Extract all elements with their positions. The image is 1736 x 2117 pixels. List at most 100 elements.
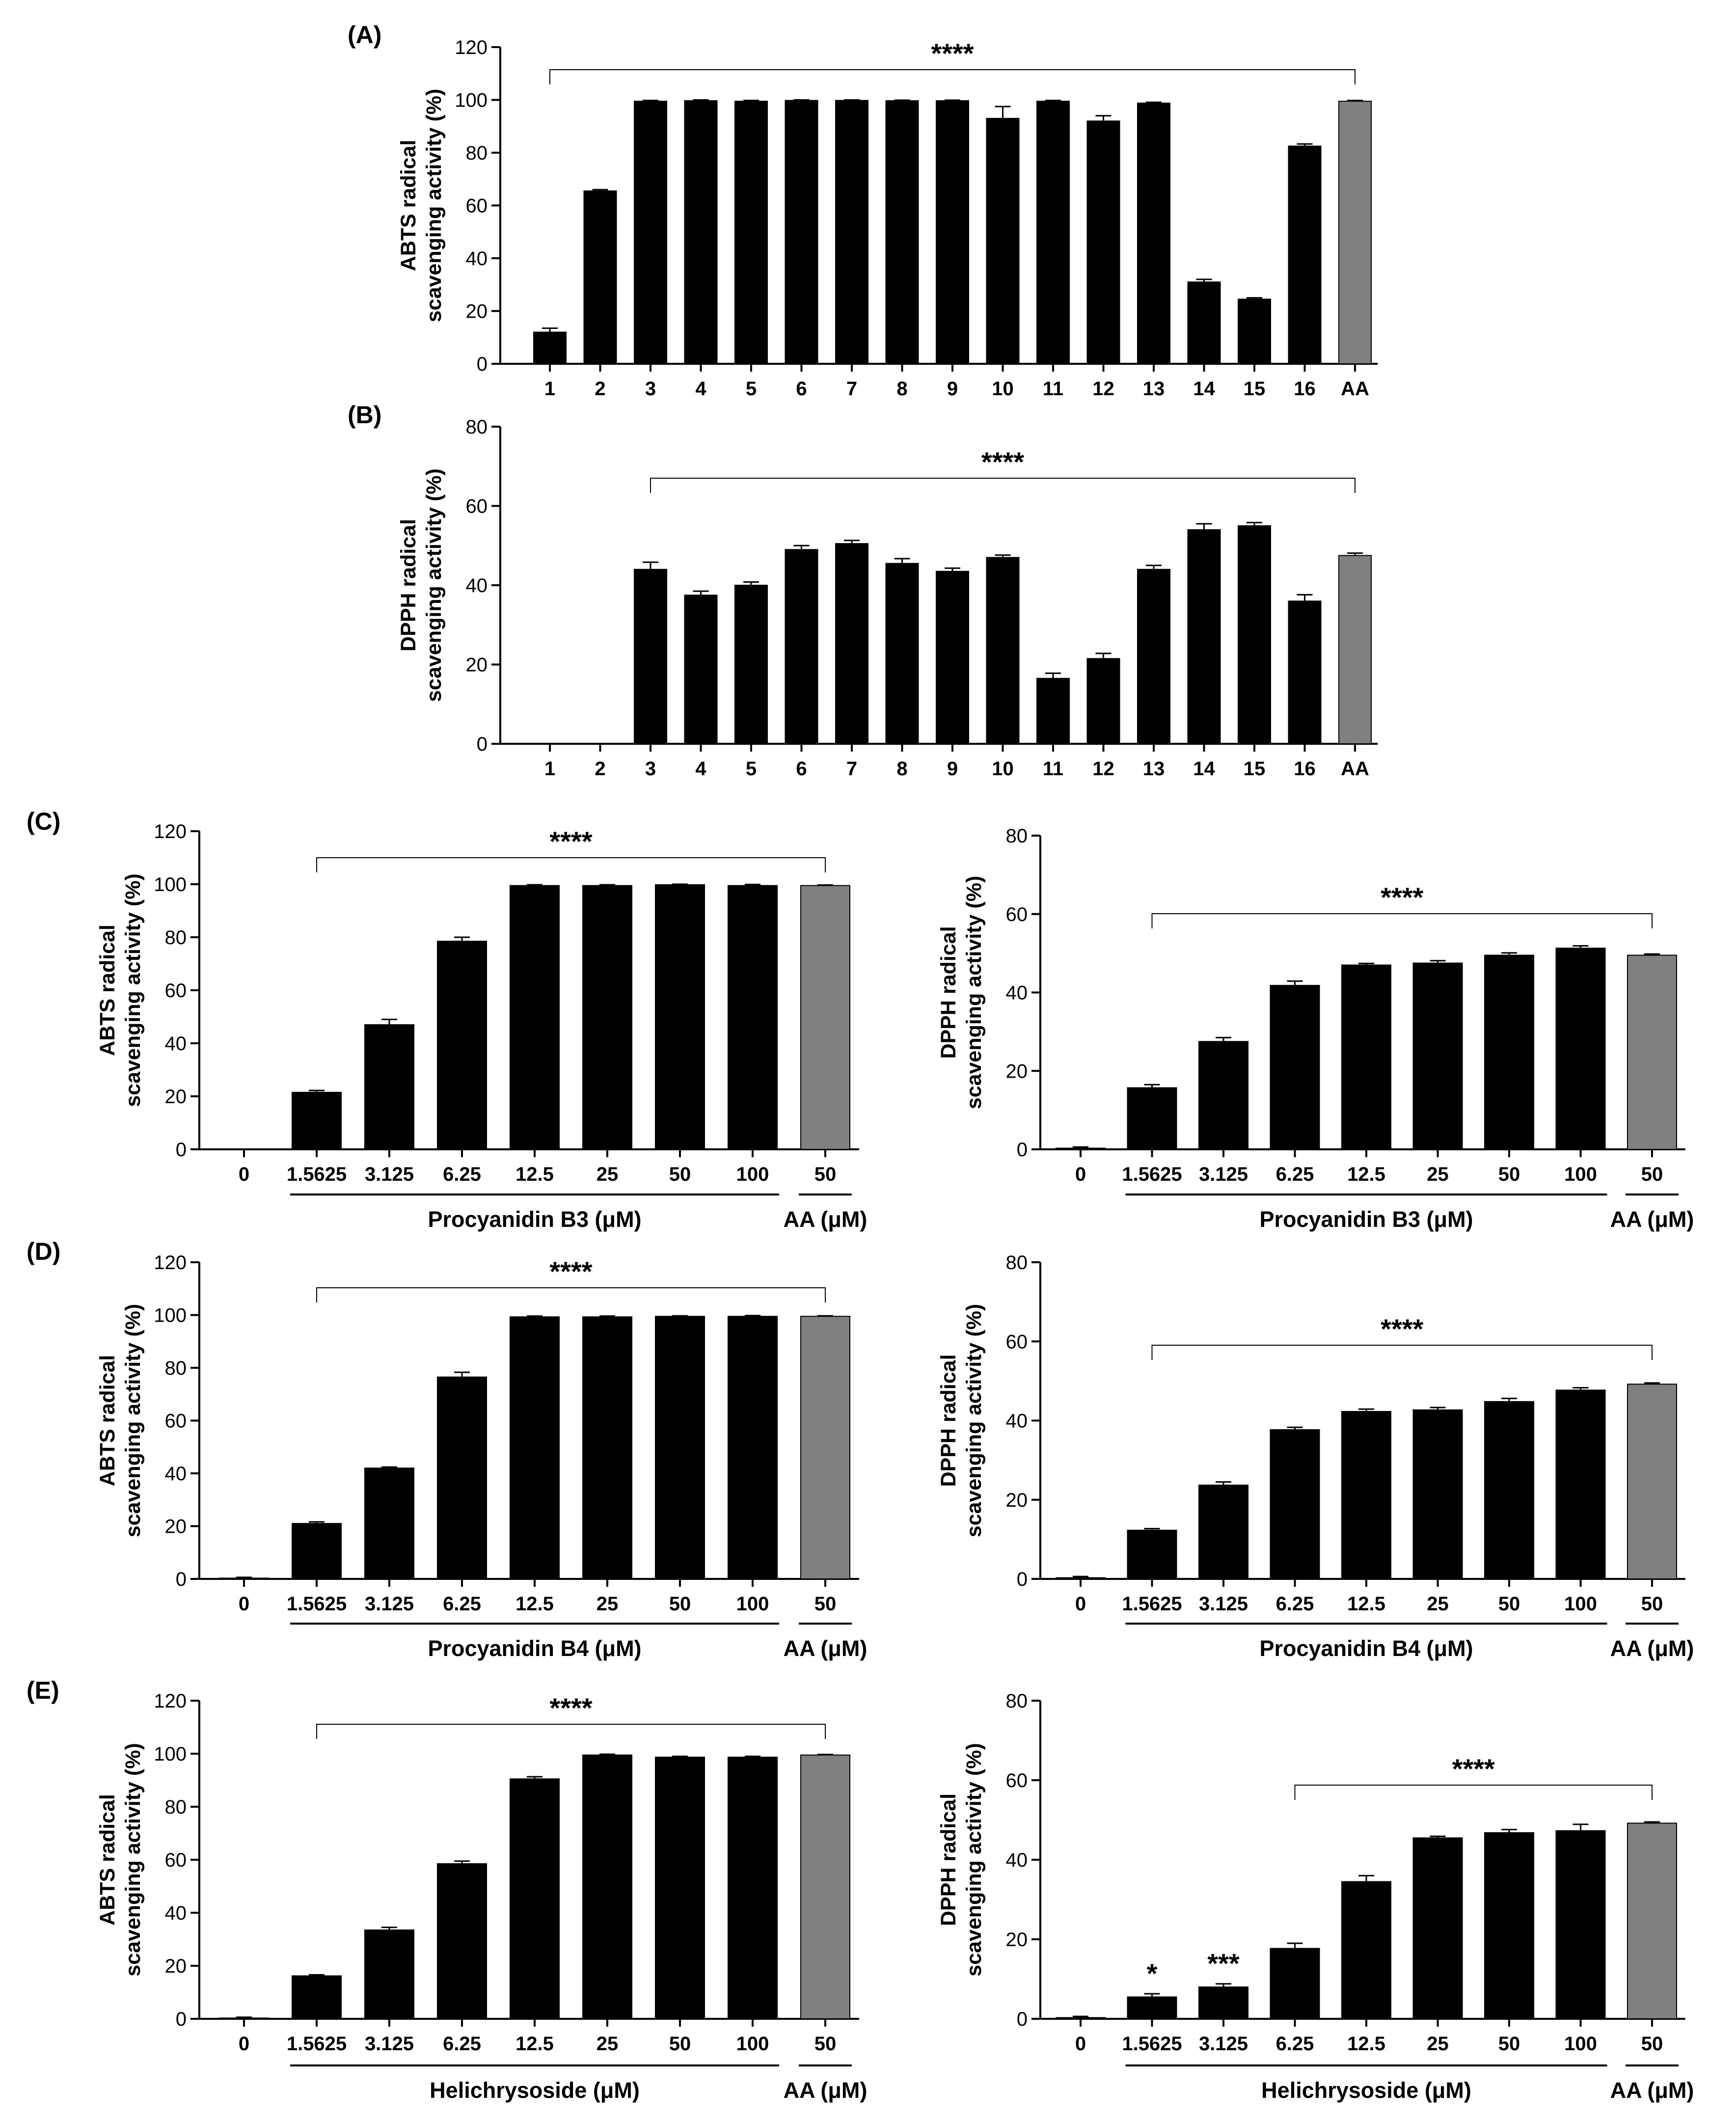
bar-11 [1036,678,1070,744]
bar-1.5625 [1127,1087,1177,1150]
significance-bracket [1151,1345,1653,1360]
bar-3.125 [364,1024,414,1150]
y-tick-label: 120 [455,37,488,58]
y-axis-label-line-1: ABTS radical [96,1794,119,1926]
x-tick-label: 5 [746,378,757,400]
x-tick-label: 25 [597,2033,619,2055]
x-tick-label: 0 [239,1593,249,1615]
significance-marker: **** [931,38,974,69]
y-tick-label: 40 [1006,1411,1028,1432]
bar-3.125 [364,1467,414,1579]
x-tick-label: 0 [1075,1593,1086,1615]
bar-25 [1412,1409,1463,1579]
x-tick-label: 25 [597,1164,619,1185]
significance-bracket [316,1287,826,1303]
y-tick-label: 20 [1006,1060,1028,1082]
bar-8 [885,563,919,745]
significance-marker: **** [549,826,592,857]
y-tick-label: 60 [165,1849,187,1871]
bar-0 [219,1577,269,1579]
y-axis-label: DPPH radicalscavenging activity (%) [397,468,446,702]
x-tick-label: 0 [1075,1164,1086,1185]
x-tick-label: 50 [1641,1593,1663,1615]
x-tick-label: 5 [746,758,757,780]
bar-AA [1338,101,1372,364]
bar-4 [684,100,718,365]
y-tick-label: 100 [154,874,187,896]
x-tick-label: 4 [695,758,706,780]
chart-panel-c1: (C) 0 20 40 60 80 100 120 ABTS radicalscavenging… [27,808,867,1232]
significance-marker: * [1147,1958,1158,1989]
x-tick-label: 50 [669,1593,691,1615]
bar-3.125 [1198,1484,1248,1579]
panel-label: (D) [27,1238,60,1265]
x-tick-label: 6.25 [1276,1593,1314,1615]
bar-16 [1288,600,1322,745]
x-tick-label: 50 [814,1593,837,1615]
bar-100 [1555,1830,1606,2020]
bar-6.25 [1270,1948,1320,2019]
x-tick-label: 1.5625 [1122,2033,1182,2055]
x-tick-label: 6.25 [443,1164,481,1185]
significance-bracket [1294,1785,1653,1800]
y-tick-label: 20 [165,1086,187,1108]
bar-1.5625 [292,1523,342,1579]
y-axis-label-line-2: scavenging activity (%) [121,1304,145,1538]
x-tick-label: 25 [1427,1593,1449,1615]
bar-12.5 [510,1778,560,2020]
x-tick-label: 6.25 [443,2033,481,2055]
chart-panel-c2: 0 20 40 60 80 DPPH radicalscavenging activity… [937,825,1694,1232]
y-axis-label-line-2: scavenging activity (%) [962,876,986,1110]
bar-9 [936,100,969,365]
bar-100 [728,1316,778,1579]
panel-label: (C) [27,808,60,835]
chart-panel-b: (B) 0 20 40 60 80 DPPH radicalscavenging activ… [348,401,1378,780]
y-axis-label-line-1: ABTS radical [96,924,119,1056]
y-tick-label: 40 [165,1463,187,1485]
x-tick-label: 11 [1043,758,1063,780]
significance-bracket [1151,913,1653,928]
bar-1.5625 [292,1975,342,2020]
significance-marker: **** [1381,1313,1423,1344]
y-tick-label: 120 [154,821,187,842]
x-tick-label: 50 [669,1164,691,1185]
x-tick-label: 1.5625 [287,2033,347,2055]
x-tick-label: 100 [736,2033,769,2055]
x-tick-label: 3 [645,378,656,400]
x-tick-label: 1.5625 [1122,1593,1182,1615]
y-tick-label: 80 [165,1357,187,1379]
group-label: AA (μM) [1610,1636,1694,1661]
x-tick-label: 6.25 [443,1593,481,1615]
x-tick-label: 25 [597,1593,619,1615]
y-tick-label: 80 [466,416,488,438]
bar-12.5 [510,885,560,1150]
bar-6 [785,549,818,744]
group-label: Helichrysoside (μM) [430,2078,640,2103]
bar-12.5 [1341,964,1391,1150]
bar-0 [1056,1577,1106,1580]
y-tick-label: 80 [1006,1252,1028,1274]
significance-bracket [316,1724,826,1739]
bar-50 [655,884,705,1150]
x-tick-label: 9 [947,378,958,400]
x-tick-label: 6.25 [1276,2033,1314,2055]
x-tick-label: 2 [595,758,605,780]
y-tick-label: 120 [154,1690,187,1712]
bar-1.5625 [292,1091,342,1150]
y-tick-label: 80 [466,142,488,164]
bar-3.125 [1198,1041,1248,1150]
y-axis-label-line-2: scavenging activity (%) [422,89,446,323]
significance-marker: *** [1207,1948,1240,1979]
x-tick-label: 1 [544,758,555,780]
significance-bracket [650,478,1356,493]
y-tick-label: 40 [466,248,488,270]
x-tick-label: 12.5 [1347,1593,1385,1615]
y-tick-label: 0 [477,353,488,375]
x-tick-label: 1 [544,378,555,400]
y-tick-label: 40 [165,1033,187,1055]
x-tick-label: 100 [1564,1164,1597,1185]
x-tick-label: 7 [846,758,857,780]
bar-50 [1484,954,1534,1150]
bar-12.5 [1341,1881,1391,2020]
x-tick-label: 1.5625 [287,1164,347,1185]
